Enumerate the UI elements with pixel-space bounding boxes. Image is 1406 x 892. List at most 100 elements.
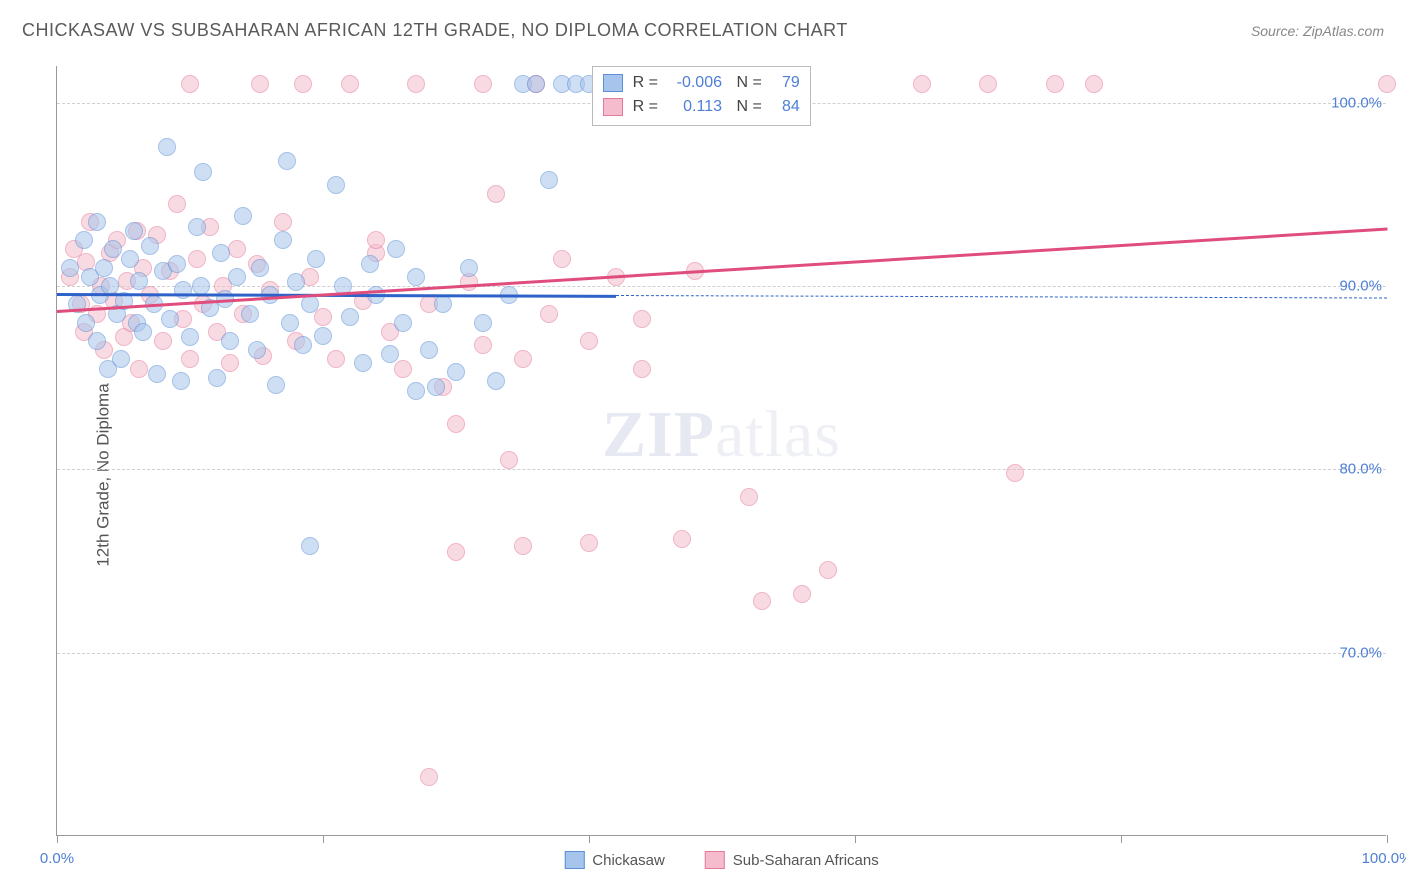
scatter-point <box>434 295 452 313</box>
stats-legend-box: R =-0.006 N =79R =0.113 N =84 <box>592 66 811 126</box>
scatter-point <box>278 152 296 170</box>
n-label: N = <box>732 95 762 119</box>
scatter-point <box>427 378 445 396</box>
x-tick-label: 100.0% <box>1362 850 1406 867</box>
scatter-point <box>819 561 837 579</box>
scatter-point <box>221 332 239 350</box>
gridline-horizontal <box>57 653 1386 654</box>
scatter-point <box>1085 75 1103 93</box>
scatter-point <box>174 281 192 299</box>
scatter-point <box>420 768 438 786</box>
scatter-point <box>979 75 997 93</box>
scatter-point <box>740 488 758 506</box>
n-label: N = <box>732 71 762 95</box>
scatter-point <box>314 308 332 326</box>
legend-label: Sub-Saharan Africans <box>733 852 879 869</box>
scatter-point <box>527 75 545 93</box>
r-value: 0.113 <box>668 95 722 119</box>
scatter-point <box>234 207 252 225</box>
scatter-point <box>913 75 931 93</box>
x-tick <box>589 835 590 843</box>
scatter-point <box>500 451 518 469</box>
scatter-point <box>112 350 130 368</box>
scatter-point <box>251 75 269 93</box>
scatter-point <box>514 350 532 368</box>
stats-row: R =0.113 N =84 <box>603 95 800 119</box>
scatter-point <box>367 231 385 249</box>
scatter-point <box>208 369 226 387</box>
scatter-point <box>228 240 246 258</box>
scatter-point <box>188 218 206 236</box>
scatter-point <box>281 314 299 332</box>
chart-title: CHICKASAW VS SUBSAHARAN AFRICAN 12TH GRA… <box>22 20 848 41</box>
scatter-point <box>248 341 266 359</box>
scatter-point <box>267 376 285 394</box>
legend-swatch <box>564 851 584 869</box>
scatter-point <box>221 354 239 372</box>
legend-label: Chickasaw <box>592 852 665 869</box>
scatter-point <box>121 250 139 268</box>
scatter-point <box>387 240 405 258</box>
scatter-point <box>154 332 172 350</box>
scatter-point <box>77 314 95 332</box>
scatter-point <box>487 372 505 390</box>
scatter-point <box>95 259 113 277</box>
y-tick-label: 70.0% <box>1339 644 1382 661</box>
scatter-point <box>407 382 425 400</box>
scatter-point <box>633 360 651 378</box>
scatter-point <box>192 277 210 295</box>
y-tick-label: 100.0% <box>1331 94 1382 111</box>
scatter-point <box>487 185 505 203</box>
legend-item: Chickasaw <box>564 851 665 869</box>
scatter-point <box>274 231 292 249</box>
r-value: -0.006 <box>668 71 722 95</box>
y-tick-label: 80.0% <box>1339 461 1382 478</box>
scatter-point <box>75 231 93 249</box>
scatter-point <box>274 213 292 231</box>
scatter-point <box>361 255 379 273</box>
gridline-horizontal <box>57 469 1386 470</box>
x-tick <box>1121 835 1122 843</box>
scatter-point <box>460 259 478 277</box>
scatter-point <box>474 75 492 93</box>
chart-area: 12th Grade, No Diploma ZIPatlas 70.0%80.… <box>0 58 1406 892</box>
n-value: 79 <box>772 71 800 95</box>
scatter-point <box>251 259 269 277</box>
chart-header: CHICKASAW VS SUBSAHARAN AFRICAN 12TH GRA… <box>22 20 1384 41</box>
scatter-point <box>1006 464 1024 482</box>
scatter-point <box>194 163 212 181</box>
scatter-point <box>125 222 143 240</box>
scatter-point <box>580 534 598 552</box>
scatter-point <box>287 273 305 291</box>
scatter-point <box>294 336 312 354</box>
scatter-point <box>181 75 199 93</box>
x-tick <box>57 835 58 843</box>
scatter-point <box>148 365 166 383</box>
scatter-point <box>540 305 558 323</box>
stats-row: R =-0.006 N =79 <box>603 71 800 95</box>
scatter-point <box>793 585 811 603</box>
y-tick-label: 90.0% <box>1339 278 1382 295</box>
x-tick <box>855 835 856 843</box>
scatter-point <box>474 336 492 354</box>
scatter-point <box>753 592 771 610</box>
scatter-point <box>88 213 106 231</box>
scatter-point <box>673 530 691 548</box>
x-tick-label: 0.0% <box>40 850 74 867</box>
scatter-point <box>141 237 159 255</box>
scatter-point <box>88 332 106 350</box>
scatter-point <box>354 354 372 372</box>
scatter-point <box>327 350 345 368</box>
scatter-point <box>514 537 532 555</box>
scatter-point <box>407 268 425 286</box>
scatter-point <box>301 537 319 555</box>
scatter-point <box>420 341 438 359</box>
scatter-point <box>327 176 345 194</box>
scatter-point <box>130 360 148 378</box>
legend-swatch <box>705 851 725 869</box>
scatter-point <box>540 171 558 189</box>
scatter-point <box>134 323 152 341</box>
scatter-point <box>341 308 359 326</box>
gridline-horizontal <box>57 286 1386 287</box>
scatter-point <box>61 259 79 277</box>
